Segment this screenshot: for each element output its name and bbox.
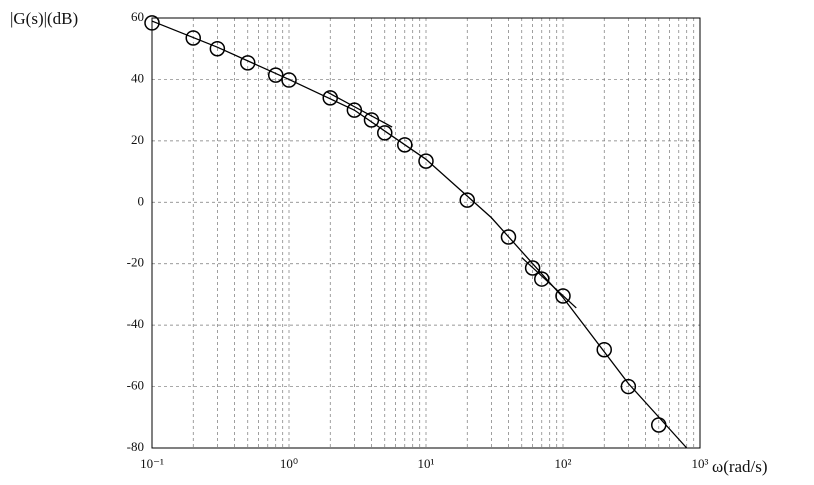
y-tick-label: 40 [131, 70, 144, 85]
line [152, 21, 687, 448]
y-tick-label: 60 [131, 9, 144, 24]
x-axis-label: ω(rad/s) [712, 457, 768, 476]
x-tick-label: 10⁰ [280, 456, 298, 471]
y-tick-label: 20 [131, 132, 144, 147]
x-tick-label: 10³ [692, 456, 709, 471]
x-tick-label: 10² [555, 456, 572, 471]
line [327, 92, 392, 127]
y-axis-label: |G(s)|(dB) [10, 9, 78, 28]
x-tick-label: 10⁻¹ [140, 456, 164, 471]
plot-frame [152, 18, 700, 448]
chart: |G(s)|(dB) ω(rad/s) 10⁻¹ 10⁰ 10¹ 10² 10³ -80 -… [0, 0, 814, 485]
y-tick-label: -20 [127, 255, 144, 270]
y-tick-label: -60 [127, 378, 144, 393]
line [522, 258, 577, 308]
y-tick-label: 0 [138, 193, 145, 208]
page: |G(s)|(dB) ω(rad/s) 10⁻¹ 10⁰ 10¹ 10² 10³ -80 -… [0, 0, 814, 485]
y-tick-label: -80 [127, 439, 144, 454]
y-tick-label: -40 [127, 316, 144, 331]
x-tick-label: 10¹ [418, 456, 435, 471]
